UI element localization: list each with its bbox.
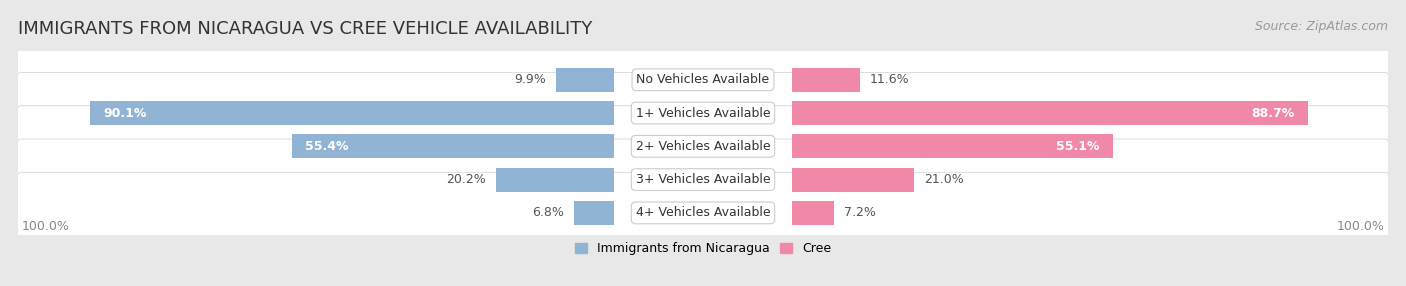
Legend: Immigrants from Nicaragua, Cree: Immigrants from Nicaragua, Cree	[572, 240, 834, 258]
Text: No Vehicles Available: No Vehicles Available	[637, 73, 769, 86]
Bar	[792, 134, 1112, 158]
FancyBboxPatch shape	[15, 72, 1391, 154]
Text: IMMIGRANTS FROM NICARAGUA VS CREE VEHICLE AVAILABILITY: IMMIGRANTS FROM NICARAGUA VS CREE VEHICL…	[18, 20, 593, 38]
Text: 55.1%: 55.1%	[1056, 140, 1099, 153]
Text: 55.4%: 55.4%	[305, 140, 349, 153]
Text: Source: ZipAtlas.com: Source: ZipAtlas.com	[1254, 20, 1388, 33]
Bar	[792, 201, 834, 225]
Bar	[291, 134, 614, 158]
Text: 2+ Vehicles Available: 2+ Vehicles Available	[636, 140, 770, 153]
FancyBboxPatch shape	[15, 139, 1391, 220]
Bar	[575, 201, 614, 225]
FancyBboxPatch shape	[15, 106, 1391, 187]
Bar	[792, 68, 859, 92]
Bar	[90, 101, 614, 125]
Text: 21.0%: 21.0%	[925, 173, 965, 186]
Bar	[792, 101, 1308, 125]
Text: 6.8%: 6.8%	[533, 206, 564, 219]
Text: 11.6%: 11.6%	[870, 73, 910, 86]
Text: 4+ Vehicles Available: 4+ Vehicles Available	[636, 206, 770, 219]
Text: 1+ Vehicles Available: 1+ Vehicles Available	[636, 107, 770, 120]
FancyBboxPatch shape	[15, 39, 1391, 120]
Text: 88.7%: 88.7%	[1251, 107, 1295, 120]
Bar	[557, 68, 614, 92]
Text: 100.0%: 100.0%	[21, 220, 69, 233]
FancyBboxPatch shape	[15, 172, 1391, 253]
Text: 7.2%: 7.2%	[844, 206, 876, 219]
Text: 9.9%: 9.9%	[515, 73, 546, 86]
Text: 3+ Vehicles Available: 3+ Vehicles Available	[636, 173, 770, 186]
Bar	[496, 168, 614, 192]
Text: 100.0%: 100.0%	[1337, 220, 1385, 233]
Bar	[792, 168, 914, 192]
Text: 20.2%: 20.2%	[446, 173, 486, 186]
Text: 90.1%: 90.1%	[103, 107, 146, 120]
